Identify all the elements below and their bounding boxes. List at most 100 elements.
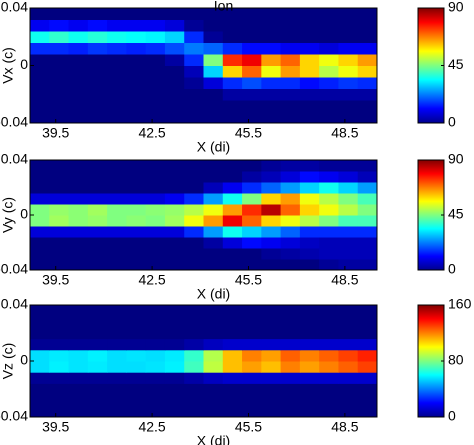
heat-cell bbox=[87, 31, 108, 43]
heat-cell bbox=[126, 42, 147, 55]
heat-cell bbox=[242, 77, 262, 89]
heat-cell bbox=[145, 226, 166, 238]
y-tick-label: 0 bbox=[20, 206, 28, 222]
heat-cell bbox=[261, 54, 282, 66]
heat-cell bbox=[299, 77, 320, 89]
heat-cell bbox=[357, 226, 378, 238]
heat-cell bbox=[299, 171, 320, 183]
heat-cell bbox=[49, 372, 70, 384]
colorbar-tick-label: 0 bbox=[448, 261, 456, 277]
heat-cell bbox=[30, 394, 50, 407]
heat-cell bbox=[164, 248, 185, 260]
heat-cell bbox=[126, 237, 147, 249]
heat-cell bbox=[87, 111, 108, 124]
heat-cell bbox=[222, 193, 243, 205]
heat-cell bbox=[126, 77, 147, 89]
heat-cell bbox=[261, 42, 282, 55]
heat-cell bbox=[30, 19, 50, 32]
heat-cell bbox=[68, 383, 89, 396]
heat-cell bbox=[49, 226, 70, 238]
heat-cell bbox=[145, 19, 166, 32]
heat-cell bbox=[30, 77, 50, 89]
y-tick-label: -0.04 bbox=[0, 114, 28, 130]
heat-cell bbox=[357, 77, 378, 89]
y-tick-label: 0 bbox=[20, 56, 28, 72]
heat-cell bbox=[68, 349, 89, 362]
heat-cell bbox=[338, 215, 359, 227]
heat-cell bbox=[107, 100, 127, 112]
heat-cell bbox=[87, 372, 108, 384]
heat-cell bbox=[87, 160, 108, 172]
x-tick-label: 45.5 bbox=[235, 272, 262, 288]
heat-cell bbox=[319, 237, 339, 249]
heat-cell bbox=[184, 77, 204, 89]
heat-cell bbox=[145, 54, 166, 66]
heat-cell bbox=[222, 248, 243, 260]
heat-cell bbox=[261, 327, 282, 340]
heat-cell bbox=[184, 248, 204, 260]
heat-cell bbox=[222, 8, 243, 20]
heat-cell bbox=[203, 88, 224, 101]
heat-cell bbox=[87, 394, 108, 407]
heat-cell bbox=[299, 182, 320, 194]
heat-cell bbox=[280, 215, 301, 227]
heat-cell bbox=[49, 88, 70, 101]
heat-cell bbox=[242, 327, 262, 340]
heat-cell bbox=[299, 248, 320, 260]
heat-cell bbox=[319, 42, 339, 55]
heat-cell bbox=[68, 338, 89, 351]
heat-cell bbox=[222, 100, 243, 112]
heat-cell bbox=[357, 361, 378, 373]
heat-cell bbox=[242, 100, 262, 112]
heat-cell bbox=[107, 160, 127, 172]
heat-cell bbox=[261, 171, 282, 183]
heat-cell bbox=[242, 383, 262, 396]
heat-cell bbox=[49, 405, 70, 418]
heat-cell bbox=[49, 349, 70, 362]
heat-cell bbox=[164, 8, 185, 20]
heat-cell bbox=[68, 305, 89, 317]
heat-cell bbox=[184, 100, 204, 112]
heat-cell bbox=[261, 160, 282, 172]
heat-cell bbox=[242, 349, 262, 362]
heat-cell bbox=[87, 171, 108, 183]
heat-cell bbox=[280, 8, 301, 20]
heat-cell bbox=[357, 171, 378, 183]
heat-cell bbox=[319, 54, 339, 66]
heat-cell bbox=[49, 31, 70, 43]
heat-cell bbox=[338, 226, 359, 238]
heat-cell bbox=[68, 316, 89, 328]
heat-cell bbox=[107, 383, 127, 396]
heat-cell bbox=[145, 100, 166, 112]
heat-cell bbox=[357, 54, 378, 66]
heat-cell bbox=[184, 160, 204, 172]
heat-cell bbox=[145, 193, 166, 205]
heat-cell bbox=[68, 182, 89, 194]
heat-cell bbox=[338, 193, 359, 205]
heat-cell bbox=[261, 316, 282, 328]
heat-cell bbox=[30, 237, 50, 249]
y-tick-label: 0 bbox=[20, 352, 28, 368]
heat-cell bbox=[126, 100, 147, 112]
heat-cell bbox=[164, 100, 185, 112]
colorbar-tick-label: 90 bbox=[448, 151, 464, 167]
heat-cell bbox=[203, 372, 224, 384]
heat-cell bbox=[30, 248, 50, 260]
heat-cell bbox=[30, 193, 50, 205]
heat-cell bbox=[145, 349, 166, 362]
heat-cell bbox=[338, 349, 359, 362]
heat-cell bbox=[126, 204, 147, 216]
heat-cell bbox=[30, 349, 50, 362]
heat-cell bbox=[87, 316, 108, 328]
heat-cell bbox=[107, 65, 127, 78]
heat-cell bbox=[222, 327, 243, 340]
heat-cell bbox=[222, 160, 243, 172]
heat-cell bbox=[242, 215, 262, 227]
heat-cell bbox=[87, 100, 108, 112]
heat-cell bbox=[126, 394, 147, 407]
heat-cell bbox=[280, 372, 301, 384]
heat-cell bbox=[203, 215, 224, 227]
heat-cell bbox=[68, 65, 89, 78]
heat-cell bbox=[319, 372, 339, 384]
heat-cell bbox=[242, 42, 262, 55]
